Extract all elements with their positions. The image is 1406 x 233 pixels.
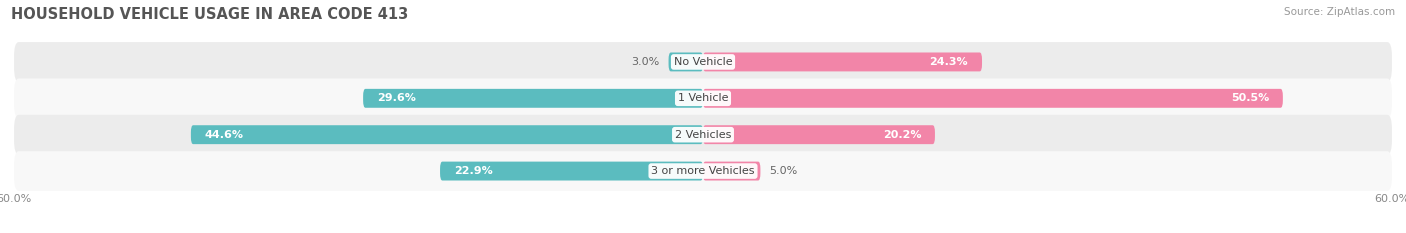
- FancyBboxPatch shape: [191, 125, 703, 144]
- Text: 2 Vehicles: 2 Vehicles: [675, 130, 731, 140]
- Text: 29.6%: 29.6%: [377, 93, 416, 103]
- Text: 3 or more Vehicles: 3 or more Vehicles: [651, 166, 755, 176]
- Text: 50.5%: 50.5%: [1230, 93, 1270, 103]
- Text: 1 Vehicle: 1 Vehicle: [678, 93, 728, 103]
- Text: 22.9%: 22.9%: [454, 166, 492, 176]
- Text: HOUSEHOLD VEHICLE USAGE IN AREA CODE 413: HOUSEHOLD VEHICLE USAGE IN AREA CODE 413: [11, 7, 409, 22]
- Text: 20.2%: 20.2%: [883, 130, 921, 140]
- FancyBboxPatch shape: [14, 151, 1392, 191]
- FancyBboxPatch shape: [440, 162, 703, 181]
- FancyBboxPatch shape: [14, 115, 1392, 154]
- Text: 3.0%: 3.0%: [631, 57, 659, 67]
- FancyBboxPatch shape: [703, 125, 935, 144]
- FancyBboxPatch shape: [363, 89, 703, 108]
- Text: 5.0%: 5.0%: [769, 166, 797, 176]
- FancyBboxPatch shape: [14, 79, 1392, 118]
- Text: No Vehicle: No Vehicle: [673, 57, 733, 67]
- FancyBboxPatch shape: [669, 52, 703, 71]
- FancyBboxPatch shape: [703, 89, 1282, 108]
- Text: 24.3%: 24.3%: [929, 57, 969, 67]
- FancyBboxPatch shape: [14, 42, 1392, 82]
- Text: Source: ZipAtlas.com: Source: ZipAtlas.com: [1284, 7, 1395, 17]
- Text: 44.6%: 44.6%: [205, 130, 243, 140]
- FancyBboxPatch shape: [703, 162, 761, 181]
- FancyBboxPatch shape: [703, 52, 981, 71]
